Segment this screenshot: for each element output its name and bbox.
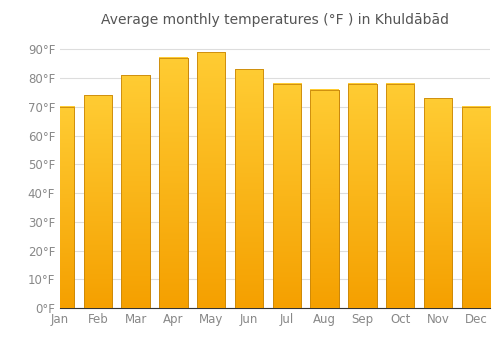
Bar <box>424 98 452 308</box>
Bar <box>84 95 112 308</box>
Bar <box>272 84 301 308</box>
Bar <box>197 52 226 308</box>
Bar <box>159 58 188 308</box>
Bar <box>348 84 376 308</box>
Bar <box>462 107 490 308</box>
Bar <box>122 75 150 308</box>
Bar <box>310 90 339 308</box>
Bar <box>159 58 188 308</box>
Bar <box>197 52 226 308</box>
Title: Average monthly temperatures (°F ) in Khuldābād: Average monthly temperatures (°F ) in Kh… <box>101 13 449 27</box>
Bar <box>386 84 414 308</box>
Bar <box>310 90 339 308</box>
Bar <box>84 95 112 308</box>
Bar <box>462 107 490 308</box>
Bar <box>424 98 452 308</box>
Bar <box>386 84 414 308</box>
Bar <box>46 107 74 308</box>
Bar <box>122 75 150 308</box>
Bar <box>348 84 376 308</box>
Bar <box>235 70 263 308</box>
Bar <box>272 84 301 308</box>
Bar <box>235 70 263 308</box>
Bar <box>46 107 74 308</box>
